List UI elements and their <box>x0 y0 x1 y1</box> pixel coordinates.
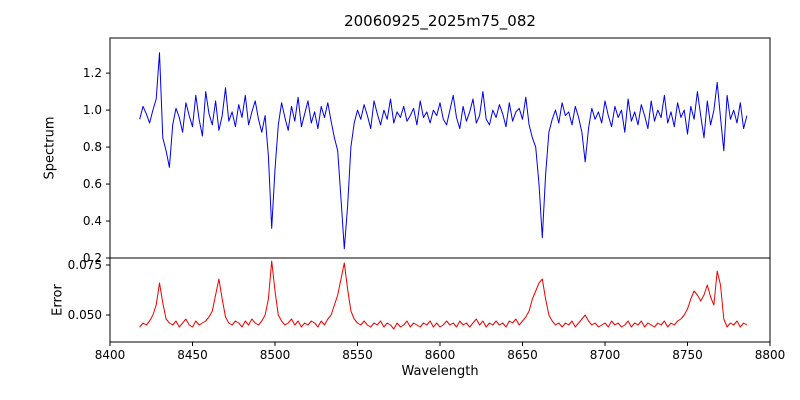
x-axis-label: Wavelength <box>401 364 479 379</box>
svg-text:8700: 8700 <box>590 348 621 362</box>
svg-text:8450: 8450 <box>177 348 208 362</box>
svg-text:0.6: 0.6 <box>83 177 102 191</box>
svg-text:8550: 8550 <box>342 348 373 362</box>
svg-text:0.4: 0.4 <box>83 214 102 228</box>
svg-text:0.075: 0.075 <box>68 258 102 272</box>
y-axis-label-spectrum: Spectrum <box>42 116 58 180</box>
svg-text:1.0: 1.0 <box>83 103 102 117</box>
svg-text:8400: 8400 <box>95 348 126 362</box>
svg-text:0.050: 0.050 <box>68 308 102 322</box>
svg-text:8600: 8600 <box>425 348 456 362</box>
svg-text:0.2: 0.2 <box>83 251 102 265</box>
y-axis-label-error: Error <box>50 284 66 316</box>
svg-text:8650: 8650 <box>507 348 538 362</box>
svg-text:8500: 8500 <box>260 348 291 362</box>
svg-text:8800: 8800 <box>755 348 786 362</box>
svg-text:1.2: 1.2 <box>83 66 102 80</box>
svg-text:8750: 8750 <box>672 348 703 362</box>
chart-title: 20060925_2025m75_082 <box>344 12 536 30</box>
svg-text:0.8: 0.8 <box>83 140 102 154</box>
